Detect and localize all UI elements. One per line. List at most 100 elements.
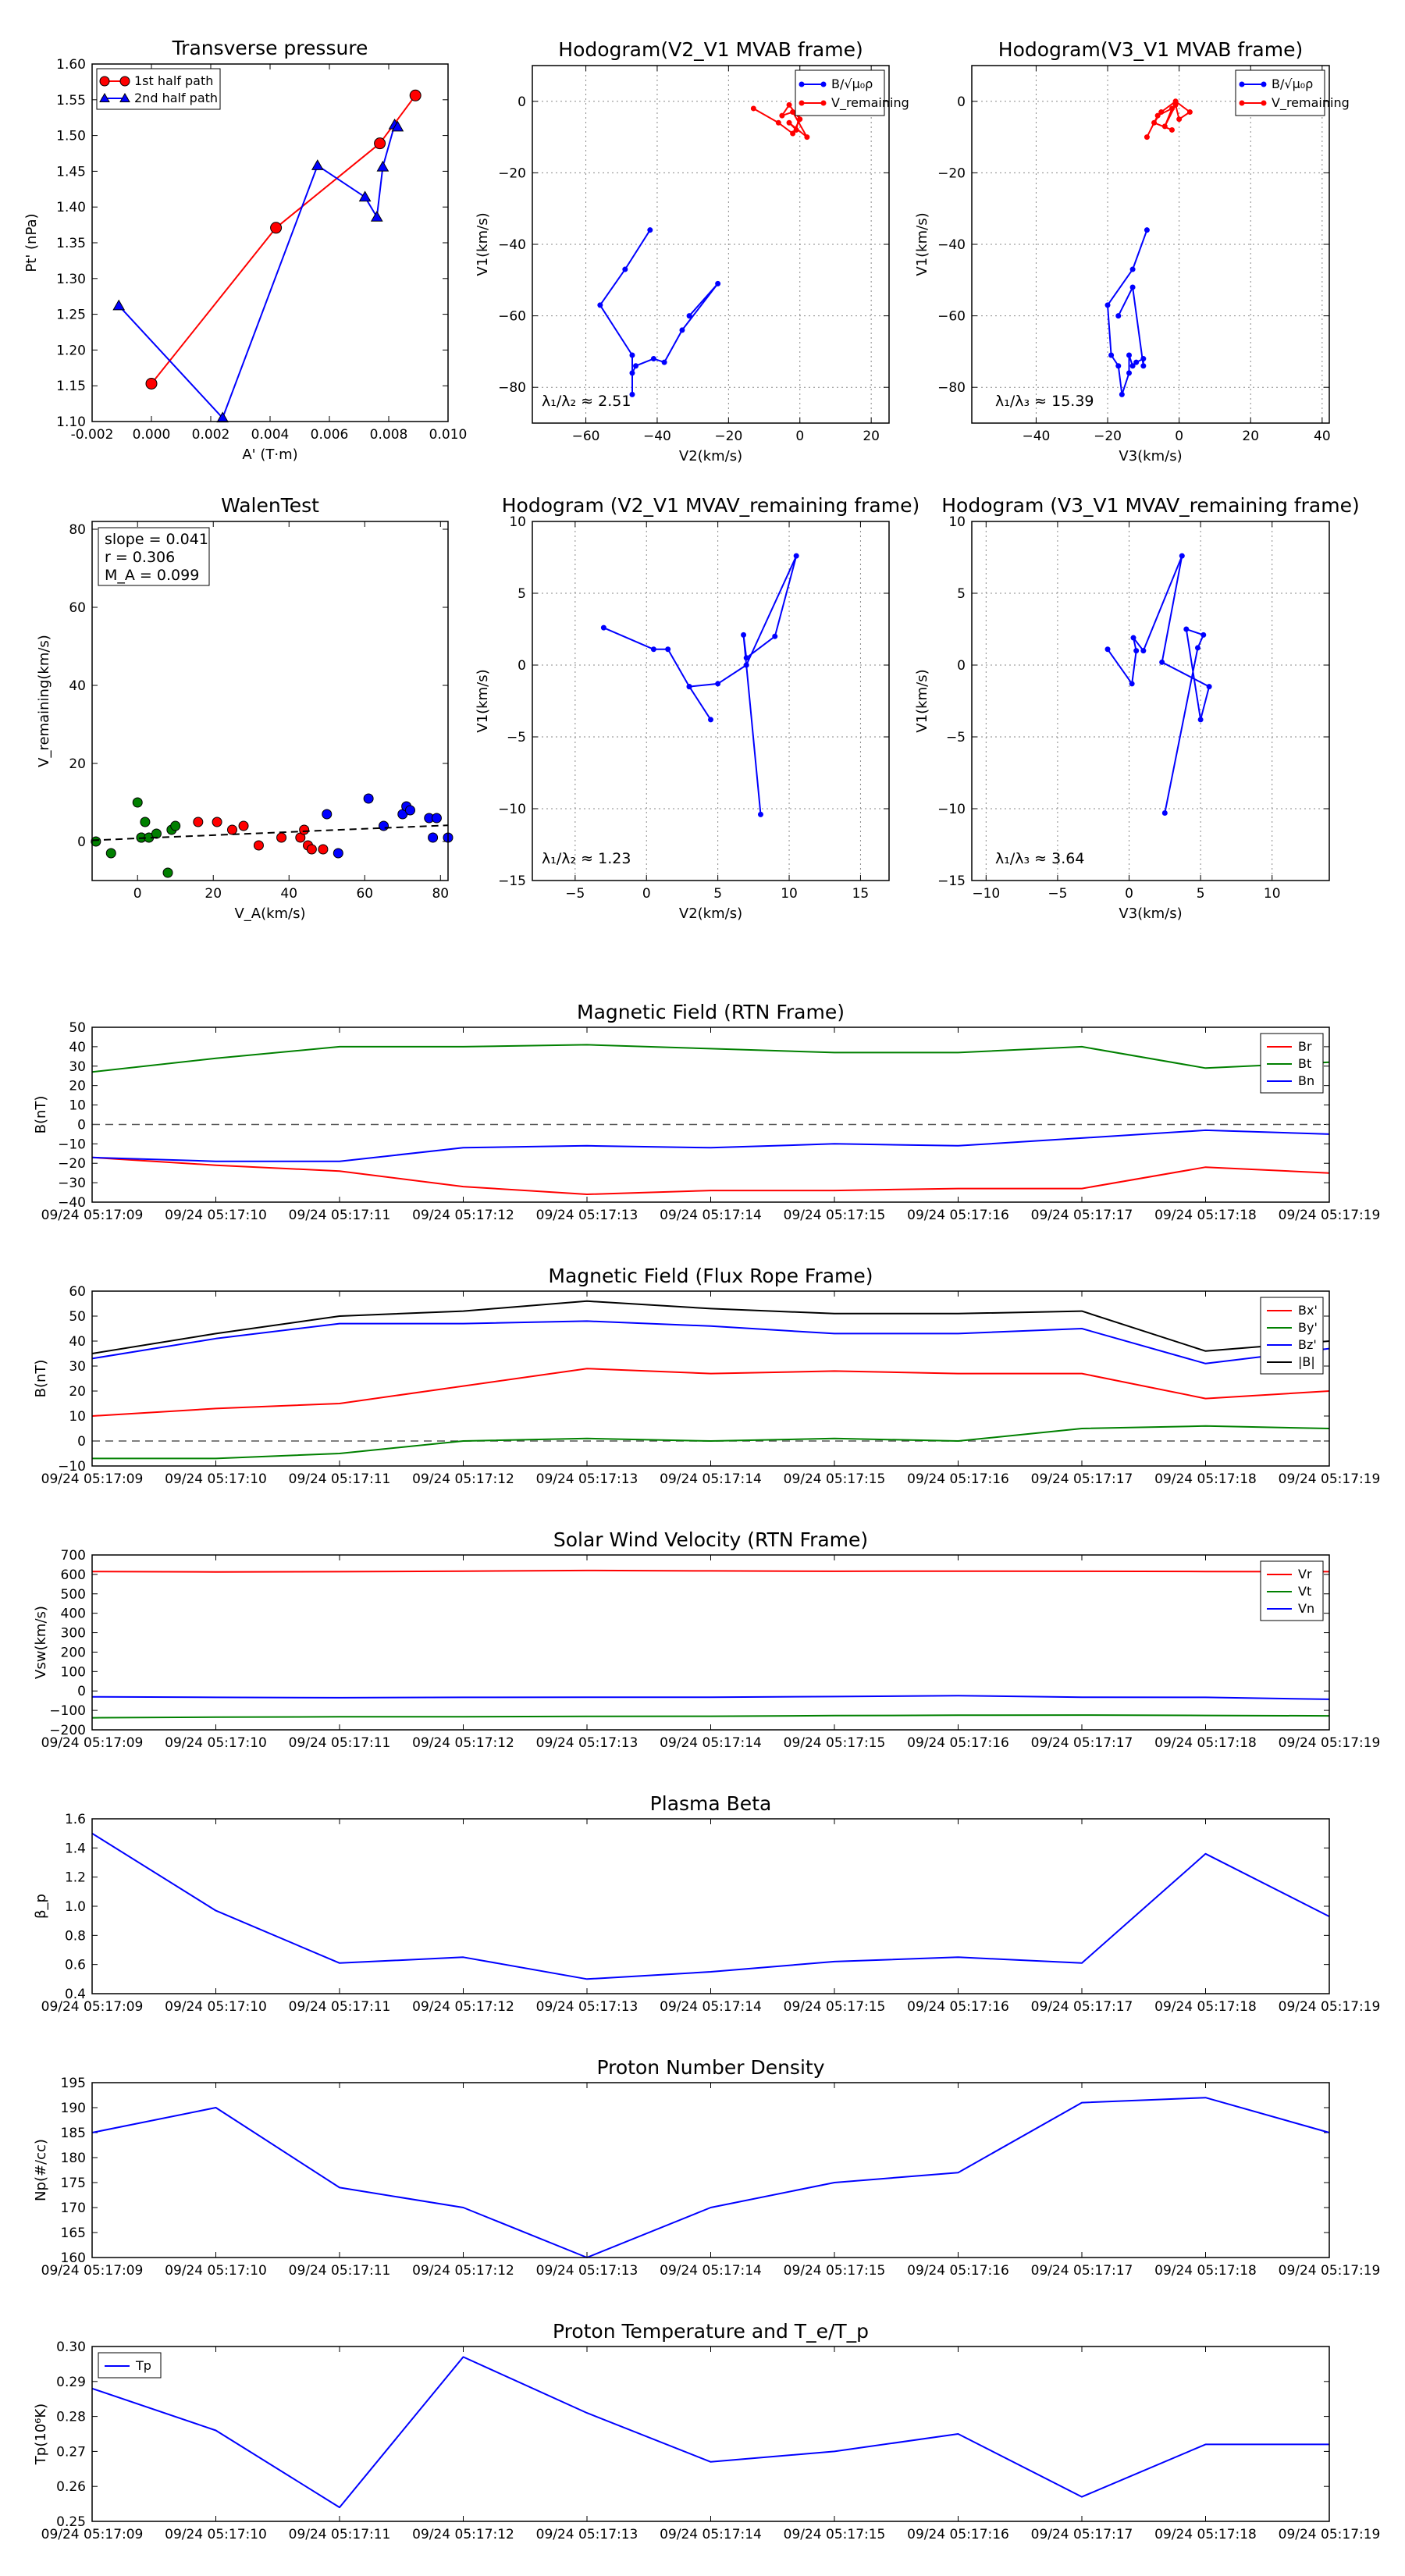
transverse_pressure-point <box>358 190 372 202</box>
hodo_v2v1_mvab-xtick-label: −20 <box>714 429 742 444</box>
hodo_v2v1_mvab-point <box>793 126 799 133</box>
hodo_v3v1_mvab-point <box>1176 116 1183 123</box>
temperature-frame <box>91 2346 1330 2522</box>
hodo_v2v1_mvav-xlabel: V2(km/s) <box>679 906 742 922</box>
transverse_pressure-ytick-label: 1.20 <box>56 343 86 358</box>
hodo_v2v1_mvab-point <box>629 391 635 397</box>
bfield_rtn-ytick-label: −30 <box>58 1176 86 1191</box>
hodo_v3v1_mvab-xtick-label: −40 <box>1022 429 1050 444</box>
vsw-ytick-label: 100 <box>61 1664 86 1680</box>
bfield_rtn-ytick-label: −20 <box>58 1156 86 1172</box>
hodo_v2v1_mvav-point <box>772 633 778 639</box>
hodo-legend-marker <box>820 81 827 87</box>
hodo_v3v1_mvab-point <box>1115 363 1122 369</box>
transverse_pressure-series-1-line <box>118 123 398 419</box>
hodo-legend-marker <box>799 81 805 87</box>
bfield_fr-legend-label: Bz' <box>1298 1337 1317 1352</box>
hodo_v2v1_mvav-point <box>757 811 763 817</box>
vsw-xtick-label: 09/24 05:17:13 <box>536 1735 638 1751</box>
temperature-title: Proton Temperature and T_e/T_p <box>553 2320 869 2343</box>
hodo_v3v1_mvav-xtick-label: 0 <box>1125 886 1133 902</box>
transverse_pressure-title: Transverse pressure <box>172 37 368 59</box>
hodo_v2v1_mvav-xtick-label: 0 <box>642 886 651 902</box>
hodo_v2v1_mvab-point <box>647 227 653 233</box>
hodo_v3v1_mvab-point <box>1144 134 1150 141</box>
density-ytick-label: 160 <box>61 2250 86 2266</box>
temperature-ytick-label: 0.30 <box>56 2339 86 2355</box>
bfield_rtn-ytick-label: 0 <box>77 1117 86 1133</box>
bfield_rtn-series-2 <box>91 1129 1330 1162</box>
beta-series-0 <box>91 1832 1330 1980</box>
bfield_fr-xtick-label: 09/24 05:17:15 <box>784 1471 886 1487</box>
walen-xtick-label: 80 <box>432 886 449 902</box>
temperature-xtick-label: 09/24 05:17:18 <box>1154 2527 1257 2542</box>
bfield_fr-xtick-label: 09/24 05:17:09 <box>41 1471 144 1487</box>
tp-legend-marker <box>119 76 130 87</box>
bfield_fr-legend-label: Bx' <box>1298 1303 1318 1318</box>
density-xtick-label: 09/24 05:17:12 <box>412 2263 514 2279</box>
hodo-legend-label: B/√μ₀ρ <box>831 76 873 91</box>
hodo_v3v1_mvav-point <box>1129 681 1135 687</box>
hodo_v2v1_mvav-xtick-label: −5 <box>565 886 585 902</box>
hodo_v3v1_mvav-ytick-label: 10 <box>948 514 966 530</box>
hodo_v3v1_mvav-xlabel: V3(km/s) <box>1119 906 1182 922</box>
walen-point <box>306 844 317 855</box>
bfield_rtn-ytick-label: −10 <box>58 1137 86 1152</box>
hodo_v3v1_mvav-point <box>1183 626 1190 632</box>
bfield_rtn-xtick-label: 09/24 05:17:15 <box>784 1208 886 1223</box>
bfield_fr-title: Magnetic Field (Flux Rope Frame) <box>548 1265 873 1287</box>
bfield_fr-ytick-label: 60 <box>69 1284 86 1300</box>
walen-point <box>226 824 237 835</box>
hodo-legend-marker <box>799 100 805 106</box>
hodo_v2v1_mvab-point <box>790 109 796 116</box>
transverse_pressure-frame <box>91 63 449 422</box>
hodo_v3v1_mvab-title: Hodogram(V3_V1 MVAB frame) <box>998 38 1303 61</box>
density-ytick-label: 190 <box>61 2101 86 2116</box>
hodo_v2v1_mvav-ylabel: V1(km/s) <box>475 669 491 732</box>
walen-ytick-label: 20 <box>69 756 86 772</box>
transverse_pressure-xtick-label: 0.006 <box>311 427 349 443</box>
hodo_v2v1_mvab-point <box>790 130 796 137</box>
vsw-xtick-label: 09/24 05:17:14 <box>660 1735 762 1751</box>
bfield_rtn-xtick-label: 09/24 05:17:11 <box>289 1208 391 1223</box>
hodo_v3v1_mvab-point <box>1104 302 1111 308</box>
walen-frame <box>91 521 449 881</box>
tp-legend-label: 1st half path <box>134 73 213 88</box>
hodo_v2v1_mvav-point <box>741 632 747 638</box>
walen-point <box>299 824 310 835</box>
transverse_pressure-point <box>374 137 386 150</box>
bfield_rtn-xtick-label: 09/24 05:17:14 <box>660 1208 762 1223</box>
vsw-ytick-label: 0 <box>77 1684 86 1699</box>
hodo_v2v1_mvav-ytick-label: 10 <box>509 514 526 530</box>
walen-point <box>322 809 333 820</box>
hodo_v3v1_mvav-point <box>1130 635 1136 641</box>
bfield_fr-ytick-label: 20 <box>69 1384 86 1400</box>
transverse_pressure-chart: Transverse pressure -0.002 0.000 0.002 0.004… <box>23 37 467 463</box>
beta-ytick-label: 0.4 <box>65 1987 86 2002</box>
hodo_v2v1_mvav-xtick-label: 15 <box>852 886 870 902</box>
hodo_v3v1_mvav-xtick-label: 10 <box>1264 886 1281 902</box>
walen-point <box>162 867 173 878</box>
hodo-legend-marker <box>1239 81 1245 87</box>
bfield_fr-series-0 <box>91 1368 1330 1417</box>
hodo_v3v1_mvav-chart: Hodogram (V3_V1 MVAV_remaining frame) −10… <box>914 494 1360 922</box>
density-xtick-label: 09/24 05:17:16 <box>907 2263 1009 2279</box>
transverse_pressure-ytick-label: 1.30 <box>56 272 86 287</box>
walen-chart: WalenTest 0 20 40 60 80 0 20 40 60 80 V_A(km/s) V_re… <box>36 494 454 922</box>
hodo_v2v1_mvav-point <box>793 553 799 559</box>
bfield_rtn-xtick-label: 09/24 05:17:10 <box>165 1208 267 1223</box>
hodo_v2v1_mvab-title: Hodogram(V2_V1 MVAB frame) <box>558 38 863 61</box>
hodo_v3v1_mvav-xtick-label: −5 <box>1048 886 1067 902</box>
hodo_v3v1_mvab-xtick-label: 20 <box>1242 429 1259 444</box>
temperature-xtick-label: 09/24 05:17:17 <box>1031 2527 1133 2542</box>
transverse_pressure-xtick-label: 0.000 <box>133 427 171 443</box>
hodo_v2v1_mvab-series-0-line <box>599 229 719 396</box>
temperature-xtick-label: 09/24 05:17:13 <box>536 2527 638 2542</box>
walen-point <box>333 848 343 859</box>
walen-point <box>276 832 287 843</box>
hodo_v3v1_mvav-point <box>1140 648 1147 654</box>
walen-stat-label: slope = 0.041 <box>105 531 208 548</box>
hodo_v2v1_mvav-point <box>743 655 749 661</box>
density-xtick-label: 09/24 05:17:17 <box>1031 2263 1133 2279</box>
hodo_v3v1_mvab-xtick-label: 40 <box>1314 429 1331 444</box>
